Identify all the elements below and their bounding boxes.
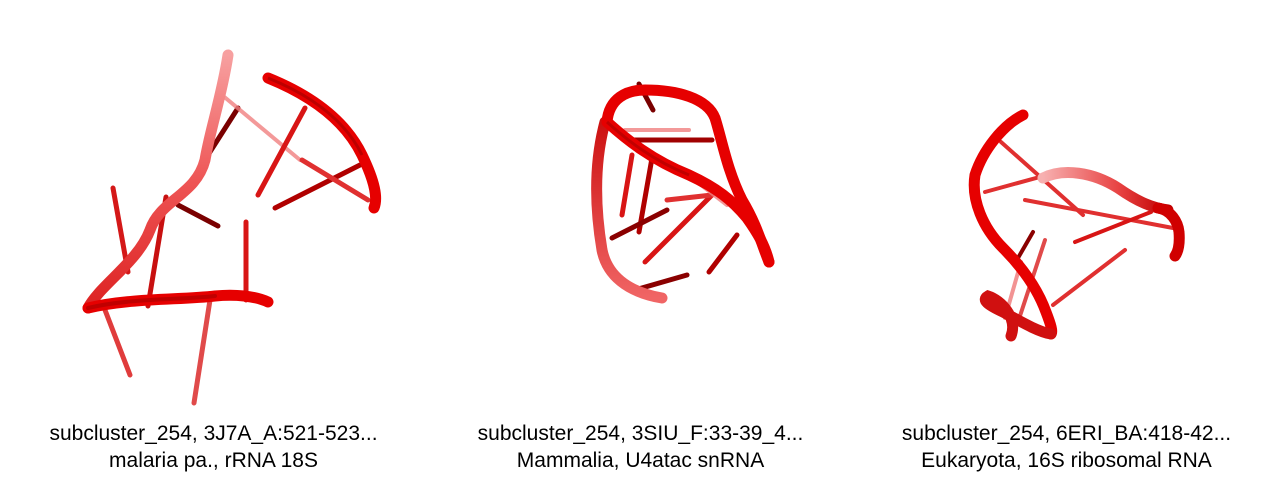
structure-panel-1: subcluster_254, 3J7A_A:521-523... malari…	[0, 0, 427, 480]
panel-2-subtitle: Mammalia, U4atac snRNA	[516, 449, 765, 472]
panel-1-title: subcluster_254, 3J7A_A:521-523...	[49, 422, 378, 445]
panel-1-subtitle: malaria pa., rRNA 18S	[109, 449, 318, 472]
panel-3-caption: subcluster_254, 6ERI_BA:418-42... Eukary…	[853, 420, 1280, 474]
panel-2-caption: subcluster_254, 3SIU_F:33-39_4... Mammal…	[427, 420, 854, 474]
panel-3-subtitle: Eukaryota, 16S ribosomal RNA	[921, 449, 1212, 472]
rna-structure-image-3	[968, 109, 1185, 342]
panel-2-title: subcluster_254, 3SIU_F:33-39_4...	[477, 422, 804, 445]
structure-panel-2: subcluster_254, 3SIU_F:33-39_4... Mammal…	[427, 0, 854, 480]
panel-1-caption: subcluster_254, 3J7A_A:521-523... malari…	[0, 420, 427, 474]
panel-3-title: subcluster_254, 6ERI_BA:418-42...	[901, 422, 1232, 445]
structure-panel-3: subcluster_254, 6ERI_BA:418-42... Eukary…	[853, 0, 1280, 480]
rna-structure-image-1	[82, 49, 382, 406]
rna-structure-image-2	[591, 81, 775, 304]
